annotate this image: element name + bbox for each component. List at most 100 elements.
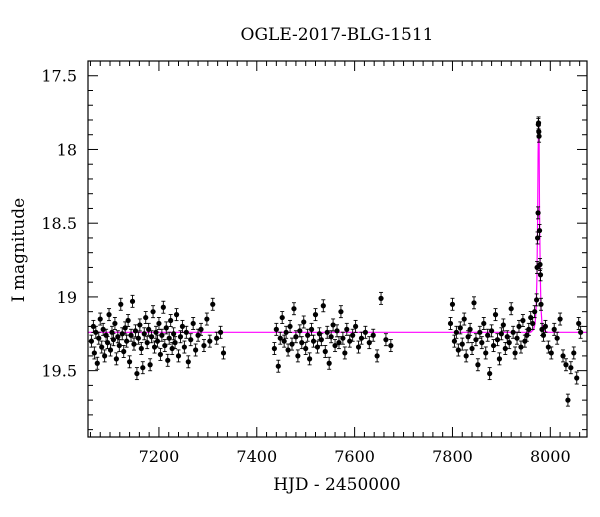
data-marker	[169, 345, 175, 352]
data-marker	[479, 340, 485, 346]
data-marker	[129, 298, 136, 304]
data-marker	[370, 332, 376, 338]
data-point	[334, 324, 340, 338]
data-point	[554, 331, 560, 345]
data-marker	[481, 320, 487, 327]
data-point	[536, 129, 542, 143]
data-point	[457, 321, 463, 335]
x-tick-label: 7400	[236, 447, 277, 466]
data-point	[138, 342, 144, 355]
data-marker	[207, 338, 213, 344]
data-marker	[308, 326, 315, 332]
data-point	[563, 358, 569, 372]
data-point	[157, 347, 164, 361]
data-marker	[299, 340, 305, 346]
x-tick-label: 7800	[432, 447, 473, 466]
data-marker	[388, 342, 394, 349]
data-marker	[449, 301, 456, 307]
data-marker	[285, 347, 291, 353]
data-marker	[181, 344, 187, 350]
data-marker	[554, 335, 560, 341]
data-point	[378, 291, 384, 305]
data-point	[342, 346, 348, 360]
data-marker	[506, 340, 512, 346]
data-marker	[100, 326, 106, 332]
data-marker	[140, 365, 146, 371]
data-point	[297, 324, 303, 338]
data-point	[477, 325, 483, 339]
data-point	[485, 328, 491, 342]
data-point	[207, 334, 213, 348]
data-marker	[537, 272, 544, 278]
data-point	[172, 336, 178, 350]
data-point	[214, 331, 220, 345]
data-point	[330, 318, 336, 332]
data-point	[320, 299, 326, 313]
data-point	[153, 325, 159, 339]
data-point	[287, 319, 293, 333]
data-point	[510, 325, 516, 339]
data-point	[143, 311, 149, 325]
data-point	[106, 308, 112, 322]
data-marker	[210, 301, 216, 307]
data-point	[318, 333, 324, 347]
data-marker	[183, 329, 189, 335]
data-point	[115, 330, 121, 344]
data-point	[121, 345, 127, 358]
data-marker	[565, 397, 571, 403]
data-marker	[320, 303, 326, 309]
data-marker	[489, 328, 495, 334]
data-marker	[162, 342, 168, 349]
data-marker	[459, 341, 465, 347]
data-marker	[383, 337, 389, 343]
data-marker	[340, 335, 346, 341]
data-point	[140, 361, 146, 375]
data-marker	[322, 348, 328, 355]
data-marker	[90, 323, 96, 330]
data-point	[165, 353, 171, 367]
data-marker	[483, 350, 489, 356]
data-point	[112, 317, 118, 330]
data-marker	[514, 335, 520, 341]
y-tick-label: 19	[57, 288, 77, 307]
data-marker	[358, 335, 365, 341]
data-point	[134, 367, 140, 381]
data-point	[273, 322, 279, 336]
data-marker	[159, 332, 165, 338]
data-marker	[537, 261, 543, 268]
data-marker	[201, 342, 207, 349]
data-point	[162, 339, 168, 353]
data-marker	[353, 323, 359, 330]
data-marker	[160, 304, 166, 310]
data-point	[535, 206, 541, 220]
data-marker	[273, 326, 279, 332]
data-point	[275, 359, 281, 373]
data-marker	[107, 347, 114, 353]
data-marker	[93, 329, 99, 335]
data-point	[173, 308, 180, 322]
data-point	[220, 346, 227, 360]
data-point	[459, 337, 465, 351]
data-marker	[366, 340, 372, 346]
data-point	[463, 349, 469, 363]
data-point	[210, 297, 216, 311]
data-marker	[469, 345, 475, 352]
data-point	[137, 318, 143, 332]
data-point	[534, 293, 540, 307]
data-marker	[277, 335, 283, 341]
data-marker	[324, 329, 330, 335]
data-marker	[151, 344, 158, 350]
data-marker	[461, 316, 467, 322]
data-point	[551, 322, 557, 336]
data-marker	[99, 344, 105, 350]
data-marker	[303, 345, 309, 352]
data-point	[125, 314, 131, 327]
data-point	[483, 346, 489, 360]
data-marker	[576, 320, 582, 327]
data-marker	[563, 362, 569, 368]
data-point	[498, 327, 504, 341]
data-point	[94, 356, 100, 370]
data-marker	[171, 331, 177, 337]
data-point	[518, 340, 524, 354]
